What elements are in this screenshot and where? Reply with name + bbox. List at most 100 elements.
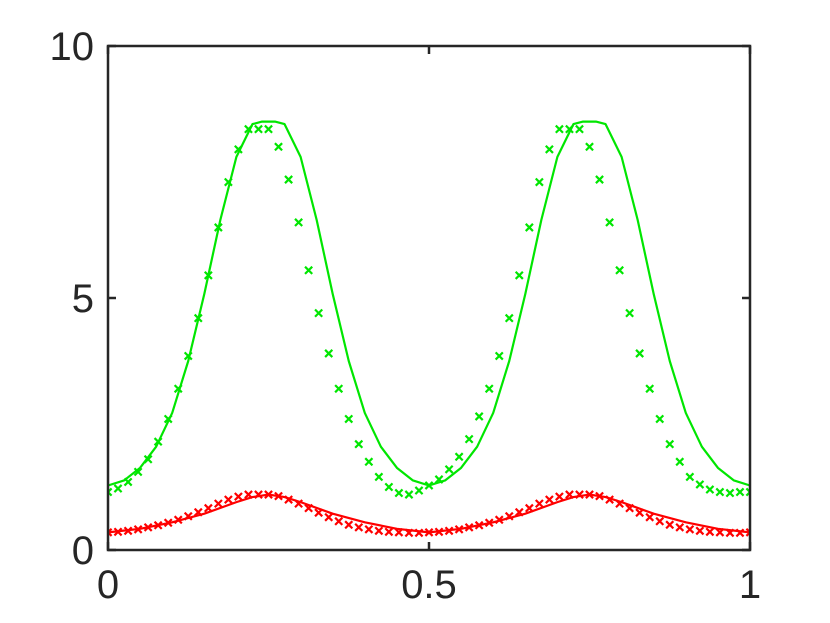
series-1-point — [705, 485, 715, 494]
series-3-point — [133, 524, 143, 534]
series-1-point — [575, 124, 584, 134]
series-1-point — [374, 472, 384, 482]
series-3-point — [384, 527, 394, 537]
series-3-point — [424, 527, 434, 537]
series-3-point — [625, 503, 635, 513]
series-1-point — [344, 414, 354, 424]
series-1-point — [635, 349, 645, 358]
y-tick-label: 0 — [72, 529, 94, 573]
series-3-point — [585, 490, 594, 499]
series-1-point — [404, 490, 414, 499]
series-1-point — [454, 452, 464, 462]
series-1-point — [484, 384, 494, 394]
series-3-point — [534, 499, 544, 509]
series-3-point — [454, 524, 464, 534]
series-3-point — [123, 526, 133, 536]
series-1-point — [324, 349, 334, 358]
series-1-point — [254, 124, 263, 134]
series-1-point — [605, 218, 614, 227]
series-3-point — [203, 503, 213, 513]
series-1-point — [725, 488, 735, 498]
series-1-point — [264, 124, 273, 134]
series-3-point — [444, 526, 454, 536]
series-1-point — [234, 144, 243, 154]
series-1-point — [745, 487, 750, 497]
series-3-point — [404, 528, 414, 538]
series-1-point — [173, 384, 183, 394]
series-1-point — [524, 223, 534, 232]
series-1-point — [203, 270, 213, 280]
series-3-point — [183, 511, 193, 521]
series-1-point — [123, 477, 133, 487]
series-1-point — [504, 313, 514, 323]
series-3-point — [113, 527, 123, 537]
series-3-point — [434, 527, 444, 537]
series-3-point — [344, 520, 354, 530]
series-1-point — [474, 412, 484, 421]
series-3-point — [304, 503, 314, 513]
series-1-point — [183, 351, 193, 361]
series-1-point — [625, 308, 635, 318]
series-1-point — [213, 223, 223, 232]
series-3-point — [645, 512, 655, 522]
series-1-point — [695, 480, 705, 489]
series-3-point — [223, 495, 233, 504]
series-1-point — [244, 124, 253, 134]
series-1-point — [133, 467, 143, 477]
series-1-point — [685, 472, 695, 482]
x-tick-label: 0 — [97, 563, 119, 607]
plot-marks — [108, 120, 750, 538]
series-3-point — [314, 508, 324, 518]
series-3-point — [284, 495, 293, 504]
series-1-point — [595, 175, 604, 184]
series-1-point — [444, 464, 454, 474]
series-3-point — [484, 518, 494, 528]
series-1-point — [715, 487, 725, 497]
x-tick-label: 0.5 — [401, 563, 457, 607]
series-1-point — [354, 439, 364, 449]
series-1-point — [424, 481, 434, 490]
series-1-point — [223, 177, 233, 187]
series-1-point — [364, 457, 374, 467]
series-3-point — [464, 522, 474, 532]
series-0-line — [108, 120, 750, 487]
series-1-point — [615, 265, 624, 275]
series-3-point — [705, 527, 715, 537]
series-3-point — [374, 526, 384, 536]
series-3-point — [264, 490, 273, 499]
series-3-point — [695, 526, 705, 536]
series-1-point — [735, 487, 745, 497]
series-1-point — [334, 384, 344, 394]
series-3-point — [324, 512, 334, 522]
series-3-point — [334, 516, 344, 526]
series-1-point — [434, 475, 444, 484]
series-3-point — [143, 522, 153, 532]
series-1-point — [193, 313, 203, 323]
series-1-point — [464, 434, 474, 444]
series-3-point — [544, 495, 554, 504]
series-3-point — [725, 528, 735, 538]
series-3-point — [274, 491, 283, 501]
series-3-point — [615, 499, 624, 509]
series-3-point — [234, 492, 243, 501]
series-1-point — [514, 270, 524, 280]
series-1-point — [284, 175, 293, 184]
series-3-point — [414, 528, 424, 538]
series-3-point — [595, 491, 604, 501]
series-3-point — [675, 522, 685, 532]
series-1-point — [143, 454, 153, 464]
series-1-point — [544, 144, 554, 154]
series-3-point — [244, 490, 253, 499]
series-3-point — [514, 507, 524, 517]
series-3-point — [364, 524, 374, 534]
series-1-point — [675, 457, 685, 467]
series-3-point — [555, 492, 564, 501]
y-tick-label: 5 — [72, 277, 94, 321]
series-1-point — [655, 414, 665, 424]
x-tick-label: 1 — [739, 563, 761, 607]
series-3-point — [685, 524, 695, 534]
series-3-point — [745, 527, 750, 537]
series-3-point — [163, 518, 173, 528]
